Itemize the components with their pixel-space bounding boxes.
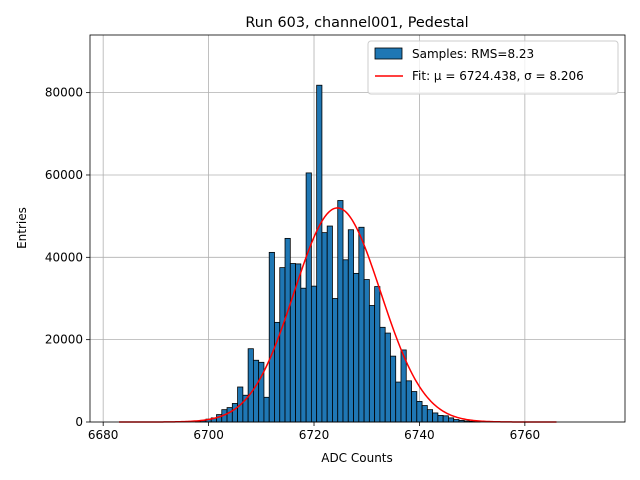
histogram-bar	[426, 409, 434, 423]
histogram-bar	[231, 403, 238, 423]
histogram-bar	[411, 391, 418, 423]
histogram-bar	[405, 380, 412, 423]
histogram-bar	[395, 381, 402, 423]
histogram-bar	[316, 84, 323, 423]
histogram-bar	[363, 279, 370, 423]
legend-bar-swatch	[374, 47, 403, 60]
histogram-bar	[289, 263, 296, 423]
y-tick-label: 0	[75, 415, 83, 429]
histogram-bar	[279, 267, 286, 423]
histogram-bar	[268, 251, 275, 423]
histogram-bar	[326, 225, 333, 423]
histogram-bar	[247, 348, 254, 423]
x-tick-label: 6740	[404, 428, 435, 442]
histogram-bar	[226, 407, 233, 423]
histogram-bar	[332, 298, 339, 423]
histogram-bar	[437, 415, 444, 423]
legend: Samples: RMS=8.23 Fit: μ = 6724.438, σ =…	[367, 40, 619, 95]
histogram-bar	[252, 359, 260, 423]
chart-title: Run 603, channel001, Pedestal	[245, 15, 468, 31]
x-tick-label: 6680	[88, 428, 119, 442]
histogram-bar	[416, 401, 423, 423]
histogram-bar	[384, 332, 391, 423]
histogram-bar	[353, 272, 360, 423]
plot-frame	[89, 34, 626, 423]
histogram-bar	[263, 396, 270, 423]
x-tick-label: 6720	[299, 428, 330, 442]
x-tick-label: 6760	[510, 428, 541, 442]
legend-box	[367, 40, 619, 95]
x-axis-ticks: 6680 6700 6720 6740 6760	[88, 422, 540, 442]
legend-label-samples: Samples: RMS=8.23	[412, 47, 534, 61]
histogram-bar	[284, 237, 291, 423]
histogram-bar	[305, 172, 312, 423]
y-axis-label: Entries	[15, 207, 29, 249]
histogram-bar	[374, 286, 381, 423]
histogram-bar	[347, 229, 354, 423]
histogram-bar	[421, 405, 428, 423]
x-tick-label: 6700	[193, 428, 224, 442]
histogram-bar	[337, 200, 344, 423]
y-tick-label: 60000	[45, 168, 83, 182]
legend-label-fit: Fit: μ = 6724.438, σ = 8.206	[412, 69, 584, 83]
y-tick-label: 20000	[45, 333, 83, 347]
x-axis-label: ADC Counts	[321, 451, 393, 465]
histogram-bar	[310, 285, 318, 423]
histogram-bar	[432, 412, 439, 423]
histogram-bar	[442, 415, 449, 423]
y-axis-ticks: 0 20000 40000 60000 80000	[45, 86, 90, 429]
histogram-bar	[448, 417, 455, 423]
y-tick-label: 40000	[45, 250, 83, 264]
histogram-bar	[342, 259, 349, 423]
gaussian-fit-line	[118, 207, 557, 423]
histogram-bar	[390, 355, 397, 423]
histogram-bar	[321, 232, 328, 423]
y-tick-label: 80000	[45, 86, 83, 100]
histogram-bar	[258, 361, 265, 423]
histogram-bar	[358, 226, 365, 423]
histogram-bar	[379, 326, 386, 423]
histogram-bar	[300, 287, 307, 423]
histogram-bar	[368, 305, 376, 423]
